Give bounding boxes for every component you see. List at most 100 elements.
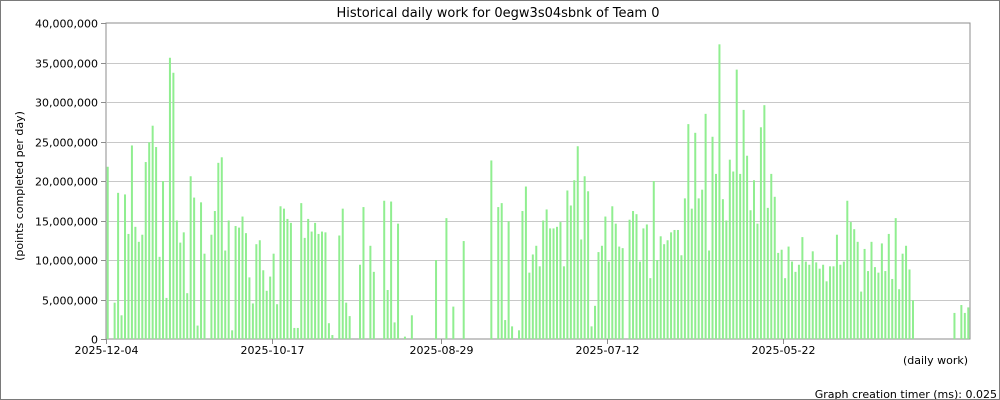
bar <box>317 233 320 339</box>
x-tick-label: 2025-08-29 <box>410 344 474 357</box>
bar <box>632 211 635 339</box>
bar <box>694 132 697 339</box>
bar <box>220 157 223 339</box>
bar <box>248 277 251 339</box>
x-tick-label: 2025-12-04 <box>75 344 139 357</box>
bar <box>158 256 161 339</box>
bar <box>683 198 686 339</box>
bar <box>445 218 448 339</box>
bar <box>898 289 901 339</box>
bar <box>811 251 814 339</box>
bar <box>735 69 738 340</box>
bar <box>556 226 559 339</box>
bar <box>310 231 313 339</box>
bar <box>580 239 583 339</box>
bar <box>877 272 880 339</box>
bar <box>732 171 735 339</box>
bar <box>293 327 296 339</box>
bar <box>708 250 711 339</box>
bar <box>500 203 503 339</box>
bar <box>327 323 330 339</box>
bar <box>124 194 127 339</box>
bar <box>614 223 617 339</box>
bar <box>134 226 137 339</box>
bar <box>251 303 254 339</box>
bar <box>597 252 600 339</box>
bar <box>891 278 894 339</box>
bar <box>193 197 196 339</box>
bar <box>635 214 638 339</box>
bar <box>362 207 365 339</box>
y-tick-label: 40,000,000 <box>35 18 98 31</box>
bar <box>604 216 607 339</box>
bar <box>435 260 438 339</box>
bar <box>151 125 154 339</box>
bar <box>403 336 406 339</box>
bar <box>594 305 597 339</box>
bar <box>649 278 652 339</box>
bar <box>676 229 679 339</box>
x-tick-label: 2025-10-17 <box>241 344 305 357</box>
y-tick-label: 10,000,000 <box>35 255 98 268</box>
bar <box>825 281 828 339</box>
bar <box>272 253 275 339</box>
bar <box>784 278 787 339</box>
bar <box>345 302 348 339</box>
bar <box>113 302 116 339</box>
bar <box>231 330 234 339</box>
bar <box>531 254 534 339</box>
bar <box>324 232 327 339</box>
bar <box>338 235 341 339</box>
bar <box>746 155 749 339</box>
bar <box>321 231 323 339</box>
bar <box>359 264 362 339</box>
bar <box>155 147 158 339</box>
bar <box>300 203 303 339</box>
bar <box>307 218 310 339</box>
bar <box>853 229 856 339</box>
bar <box>611 206 614 339</box>
bar <box>770 173 773 339</box>
bar <box>739 173 742 339</box>
bar <box>524 186 527 339</box>
x-axis-label: (daily work) <box>903 354 968 367</box>
bar <box>725 220 728 339</box>
bar <box>656 260 659 339</box>
bar <box>314 222 317 339</box>
bar <box>490 160 493 339</box>
bar <box>462 241 465 339</box>
bar <box>497 207 500 339</box>
bar <box>967 307 970 339</box>
bar <box>618 246 621 339</box>
bar <box>873 267 876 339</box>
bar <box>870 241 873 339</box>
bar <box>749 210 752 339</box>
bar <box>670 232 673 339</box>
bar <box>179 242 182 339</box>
bar <box>797 264 800 339</box>
y-tick-label: 15,000,000 <box>35 216 98 229</box>
bar <box>227 220 230 339</box>
bar <box>687 124 690 340</box>
bar <box>587 191 590 339</box>
bar <box>576 146 579 339</box>
bar <box>296 327 299 339</box>
bar <box>867 271 870 339</box>
bar-series <box>106 44 970 340</box>
bar <box>224 250 227 339</box>
bar <box>244 233 247 339</box>
bar <box>186 293 189 339</box>
bar <box>801 237 804 339</box>
bar <box>766 207 769 339</box>
bar <box>393 322 396 339</box>
bar <box>200 202 203 339</box>
bar <box>538 266 541 339</box>
bar <box>172 72 175 340</box>
bar <box>818 268 821 339</box>
bar <box>804 261 807 339</box>
bar <box>742 109 745 340</box>
bar <box>711 136 714 339</box>
y-tick-label: 20,000,000 <box>35 176 98 189</box>
bar <box>521 211 524 339</box>
